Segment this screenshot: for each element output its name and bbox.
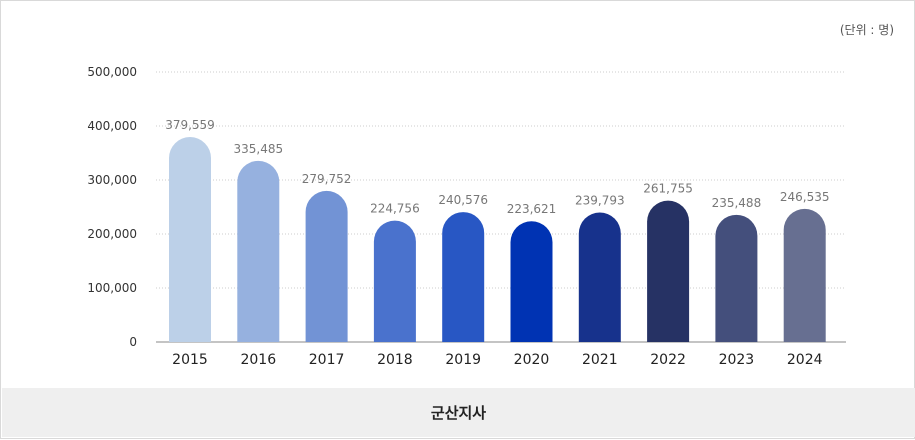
x-tick-label-2016: 2016: [240, 352, 276, 368]
chart-caption: 군산지사: [430, 404, 487, 422]
unit-label: (단위 : 명): [839, 23, 894, 37]
data-label-2020: 223,621: [507, 202, 557, 216]
x-tick-label-2019: 2019: [445, 352, 481, 368]
bar-2022: [647, 200, 690, 342]
data-label-2022: 261,755: [643, 182, 693, 196]
bar-2017: [305, 190, 348, 342]
x-tick-label-2015: 2015: [172, 352, 208, 368]
data-label-2019: 240,576: [438, 193, 488, 207]
x-axis: 2015 2016 2017 2018 2019 2020 2021 2022 2023 2024: [172, 352, 822, 368]
x-tick-label-2024: 2024: [787, 352, 823, 368]
x-tick-label-2023: 2023: [719, 352, 755, 368]
data-label-2021: 239,793: [575, 194, 625, 208]
y-axis: 0 100,000 200,000 300,000 400,000 500,000: [87, 65, 137, 349]
x-tick-label-2017: 2017: [309, 352, 345, 368]
bar-2021: [578, 212, 621, 342]
data-label-2016: 335,485: [233, 142, 283, 156]
y-tick-label: 0: [129, 335, 137, 349]
bar-2016: [237, 160, 280, 342]
y-tick-label: 500,000: [87, 65, 137, 79]
x-tick-label-2020: 2020: [514, 352, 550, 368]
y-tick-label: 300,000: [87, 173, 137, 187]
y-tick-label: 100,000: [87, 281, 137, 295]
data-label-2024: 246,535: [780, 190, 830, 204]
bar-2015: [169, 137, 211, 342]
bar-2020: [510, 221, 553, 342]
chart-footer: 군산지사: [2, 388, 915, 437]
data-labels: 379,559 335,485 279,752 224,756 240,576 223,6…: [165, 118, 829, 216]
y-tick-label: 400,000: [87, 119, 137, 133]
bar-2018: [373, 220, 416, 342]
x-tick-label-2021: 2021: [582, 352, 618, 368]
data-label-2018: 224,756: [370, 202, 420, 216]
bar-2023: [715, 214, 758, 342]
bar-2024: [783, 208, 826, 342]
bar-2019: [442, 212, 485, 342]
data-label-2023: 235,488: [712, 196, 762, 210]
data-label-2017: 279,752: [302, 172, 352, 186]
x-tick-label-2018: 2018: [377, 352, 413, 368]
y-tick-label: 200,000: [87, 227, 137, 241]
bars: [169, 137, 826, 342]
data-label-2015: 379,559: [165, 118, 215, 132]
x-tick-label-2022: 2022: [650, 352, 686, 368]
